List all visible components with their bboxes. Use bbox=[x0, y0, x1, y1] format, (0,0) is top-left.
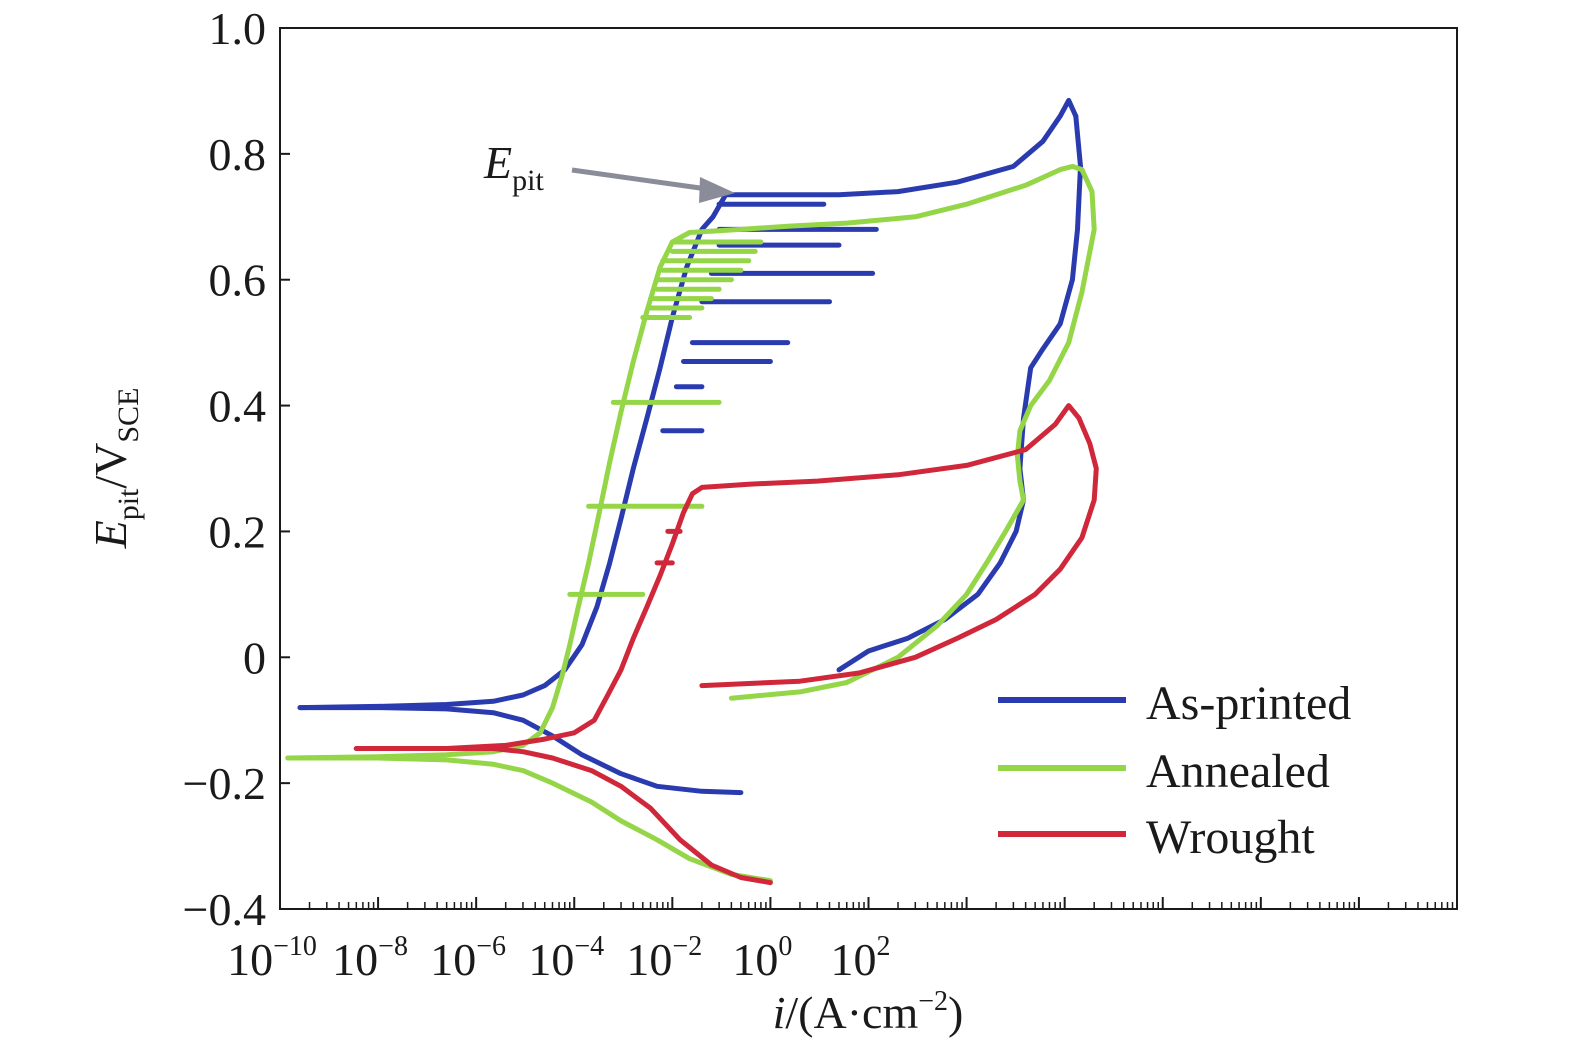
wrought-reverse-curve bbox=[699, 415, 1099, 689]
annealed-cathodic-curve bbox=[285, 755, 773, 884]
x-tick-label: 10−6 bbox=[430, 931, 506, 985]
x-tick-label: 10−4 bbox=[528, 931, 604, 985]
y-tick-label: 0.8 bbox=[209, 129, 267, 180]
annealed-forward-curve bbox=[285, 163, 1085, 761]
x-tick-label: 10−2 bbox=[626, 931, 702, 985]
epit-label: Epit bbox=[483, 137, 544, 197]
annealed-reverse-curve bbox=[728, 167, 1097, 701]
y-axis-title: Epit/VSCE bbox=[85, 388, 145, 550]
y-tick-label: 0.2 bbox=[209, 506, 267, 557]
x-tick-label: 10−8 bbox=[332, 931, 408, 985]
x-tick-label: 100 bbox=[732, 931, 792, 985]
y-tick-label: −0.2 bbox=[183, 758, 266, 809]
epit-annotation: Epit bbox=[483, 137, 735, 203]
legend-label-wrought: Wrought bbox=[1146, 811, 1315, 864]
x-tick-label: 102 bbox=[831, 931, 891, 985]
y-tick-label: 0.4 bbox=[209, 381, 267, 432]
y-tick-label: 0.6 bbox=[209, 255, 267, 306]
curves-layer bbox=[285, 97, 1099, 886]
wrought-cathodic-curve bbox=[353, 746, 773, 886]
x-tick-label: 10−10 bbox=[227, 931, 317, 985]
y-tick-label: 1.0 bbox=[209, 3, 267, 54]
wrought-forward-curve bbox=[353, 403, 1082, 751]
epit-arrow-head bbox=[699, 177, 735, 203]
legend-item-wrought: Wrought bbox=[998, 811, 1315, 864]
legend-item-as-printed: As-printed bbox=[998, 677, 1351, 730]
y-tick-label: 0 bbox=[243, 632, 266, 683]
legend-label-as-printed: As-printed bbox=[1146, 677, 1351, 730]
as-printed-forward-curve bbox=[297, 97, 1079, 711]
ticks-layer: 10−10 10−8 10−6 10−4 10−2 100 102 −0.4 −0.2 0 0.2 0… bbox=[183, 3, 1458, 985]
x-axis-title: i/(A·cm−2) bbox=[773, 986, 964, 1038]
epit-arrow bbox=[571, 167, 701, 191]
legend: As-printed Annealed Wrought bbox=[998, 677, 1351, 864]
y-tick-label: −0.4 bbox=[183, 884, 266, 935]
legend-label-annealed: Annealed bbox=[1146, 745, 1330, 798]
legend-item-annealed: Annealed bbox=[998, 745, 1330, 798]
